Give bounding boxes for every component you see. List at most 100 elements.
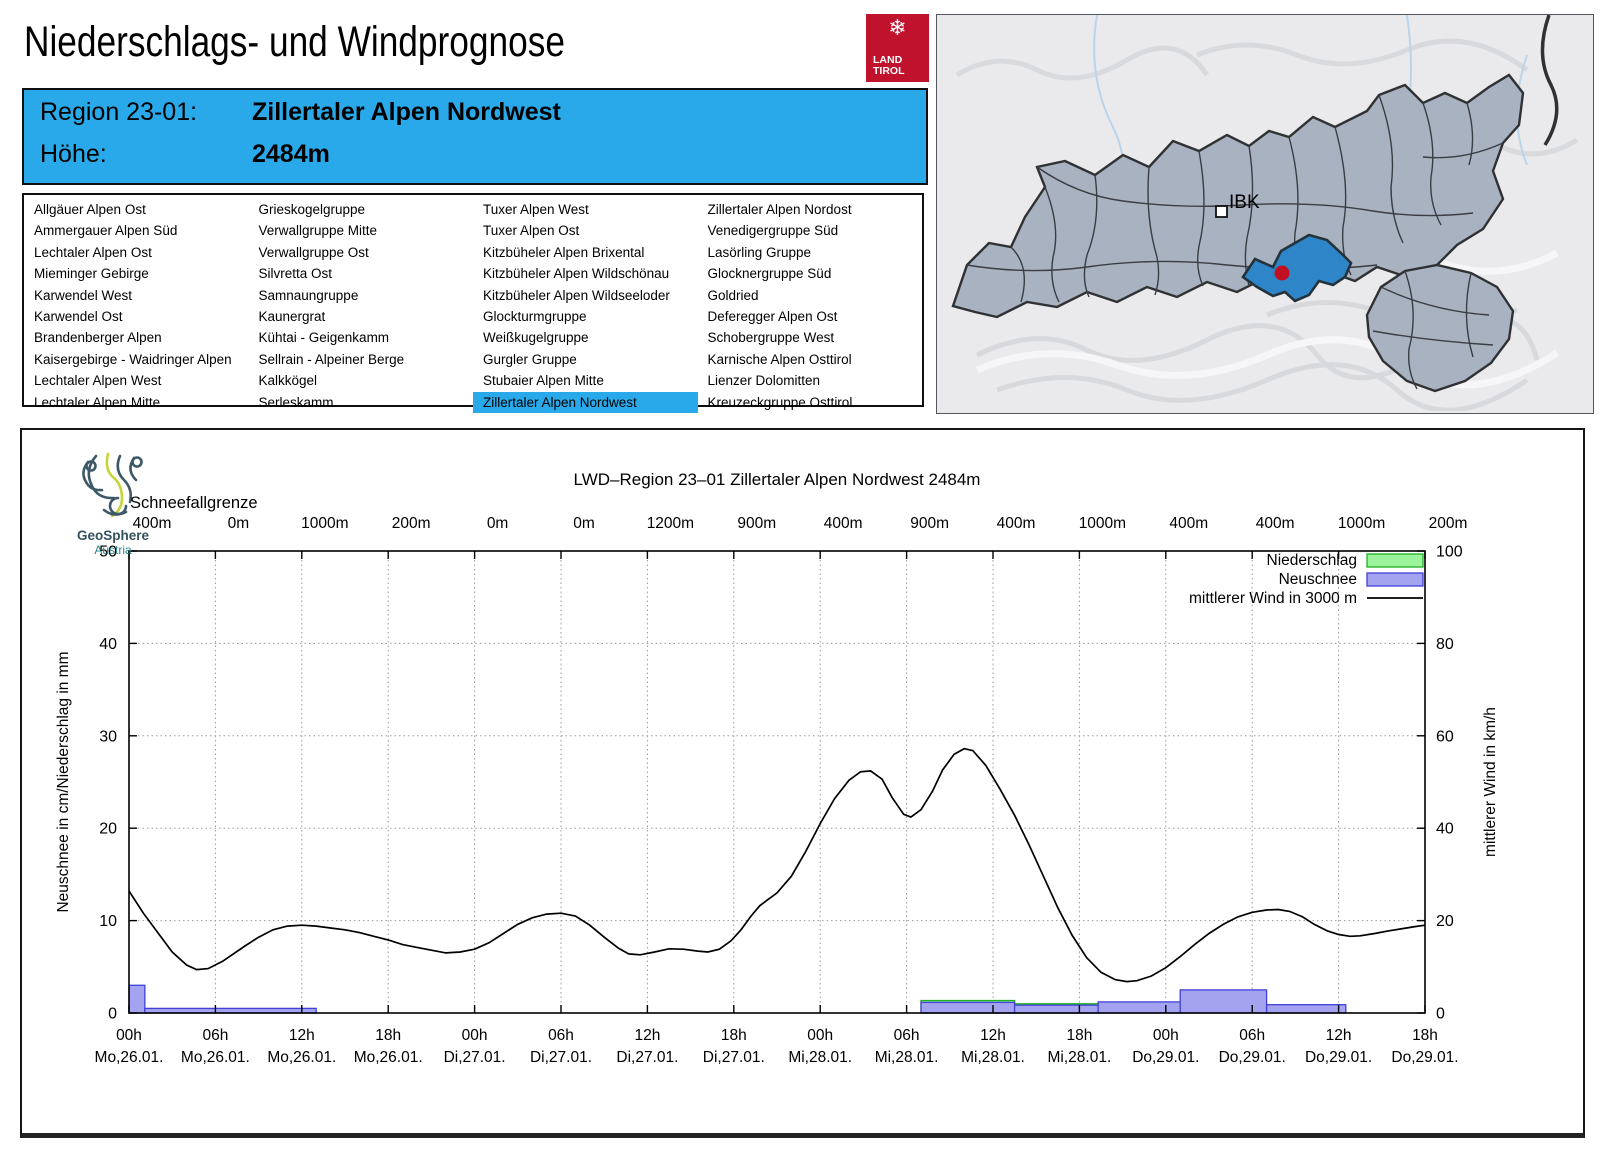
snowline-value: 400m bbox=[997, 515, 1036, 532]
region-list-item[interactable]: Kalkkögel bbox=[258, 373, 318, 389]
snowline-value: 0m bbox=[487, 515, 509, 532]
y-tick-left-label: 30 bbox=[99, 728, 117, 745]
region-list-item[interactable]: Kaisergebirge - Waidringer Alpen bbox=[34, 351, 232, 367]
y-tick-left-label: 40 bbox=[99, 636, 117, 653]
region-list-item[interactable]: Venedigergruppe Süd bbox=[707, 223, 839, 239]
hoehe-value: 2484m bbox=[252, 140, 330, 168]
x-tick-date-label: Di,27.01. bbox=[530, 1049, 592, 1066]
region-list-column: Grieskogelgruppe Verwallgruppe Mitte Verwa… bbox=[249, 199, 474, 410]
snowline-value: 200m bbox=[392, 515, 431, 532]
y-tick-right-label: 20 bbox=[1436, 913, 1454, 930]
right-axis-title: mittlerer Wind in km/h bbox=[1482, 707, 1499, 857]
region-list-item[interactable]: Verwallgruppe Mitte bbox=[258, 223, 378, 239]
x-tick-date-label: Mi,28.01. bbox=[1048, 1049, 1112, 1066]
neuschnee-bar bbox=[1265, 1004, 1347, 1014]
region-list-item[interactable]: Verwallgruppe Ost bbox=[258, 244, 369, 260]
region-list-column: Tuxer Alpen West Tuxer Alpen Ost Kitzbühel… bbox=[473, 199, 698, 413]
x-tick-date-label: Mi,28.01. bbox=[961, 1049, 1025, 1066]
selected-region-shape[interactable] bbox=[1241, 233, 1353, 303]
x-tick-date-label: Mo,26.01. bbox=[95, 1049, 164, 1066]
y-tick-right-label: 40 bbox=[1436, 821, 1454, 838]
snowline-value: 1000m bbox=[301, 515, 348, 532]
x-tick-time-label: 00h bbox=[807, 1027, 833, 1044]
region-list-item[interactable]: Lienzer Dolomitten bbox=[707, 373, 821, 389]
region-list-item[interactable]: Goldried bbox=[707, 287, 759, 303]
region-list-item[interactable]: Deferegger Alpen Ost bbox=[707, 308, 838, 324]
neuschnee-bar bbox=[1179, 989, 1268, 1014]
region-list-item[interactable]: Kreuzeckgruppe Osttirol bbox=[707, 394, 853, 410]
snowline-value: 1000m bbox=[1079, 515, 1126, 532]
region-list-item[interactable]: Lechtaler Alpen Ost bbox=[34, 244, 152, 260]
x-tick-time-label: 12h bbox=[634, 1027, 660, 1044]
region-list-item[interactable]: Tuxer Alpen West bbox=[483, 202, 589, 217]
region-list-item[interactable]: Kaunergrat bbox=[258, 308, 326, 324]
x-tick-time-label: 06h bbox=[548, 1027, 574, 1044]
region-list-item[interactable]: Gurgler Gruppe bbox=[483, 351, 577, 367]
snowline-value: 400m bbox=[1256, 515, 1295, 532]
region-list-item[interactable]: Serleskamm bbox=[258, 394, 334, 410]
legend-swatch bbox=[1366, 572, 1424, 587]
x-tick-date-label: Mi,28.01. bbox=[788, 1049, 852, 1066]
logo-line2: TIROL bbox=[873, 65, 905, 77]
region-list-item[interactable]: Karwendel West bbox=[34, 287, 133, 303]
region-list-item[interactable]: Zillertaler Alpen Nordost bbox=[707, 202, 852, 217]
region-list-item[interactable]: Mieminger Gebirge bbox=[34, 266, 149, 282]
x-tick-time-label: 18h bbox=[1066, 1027, 1092, 1044]
y-tick-right-label: 60 bbox=[1436, 728, 1454, 745]
snowline-value: 900m bbox=[737, 515, 776, 532]
region-list-item[interactable]: Kitzbüheler Alpen Wildschönau bbox=[483, 266, 670, 282]
x-tick-time-label: 12h bbox=[289, 1027, 315, 1044]
page-title: Niederschlags- und Windprognose bbox=[24, 18, 565, 66]
neuschnee-bar bbox=[1013, 1004, 1099, 1014]
region-list-item[interactable]: Kitzbüheler Alpen Wildseeloder bbox=[483, 287, 670, 303]
x-tick-date-label: Mo,26.01. bbox=[267, 1049, 336, 1066]
x-tick-time-label: 06h bbox=[894, 1027, 920, 1044]
region-list-item[interactable]: Lasörling Gruppe bbox=[707, 244, 812, 260]
snowline-value: 0m bbox=[573, 515, 595, 532]
region-list-item[interactable]: Lechtaler Alpen West bbox=[34, 373, 162, 389]
region-list-item[interactable]: Ammergauer Alpen Süd bbox=[34, 223, 178, 239]
land-tirol-logo-text: LAND TIROL bbox=[873, 55, 905, 77]
forecast-plot: 00h Mo,26.01. 06h Mo,26.01. 12h Mo,26.01. 18h M… bbox=[55, 515, 1499, 1066]
region-list-item[interactable]: Sellrain - Alpeiner Berge bbox=[258, 351, 405, 367]
hoehe-label: Höhe: bbox=[40, 140, 107, 168]
region-list-item[interactable]: Karwendel Ost bbox=[34, 308, 123, 324]
tirol-overview-map: IBK bbox=[936, 14, 1594, 414]
region-list-item-selected[interactable]: Zillertaler Alpen Nordwest bbox=[473, 391, 698, 413]
region-list-item[interactable]: Allgäuer Alpen Ost bbox=[34, 202, 146, 217]
snowline-value: 400m bbox=[1169, 515, 1208, 532]
region-list-item[interactable]: Kitzbüheler Alpen Brixental bbox=[483, 244, 645, 260]
x-tick-date-label: Do,29.01. bbox=[1132, 1049, 1199, 1066]
snowline-value: 1000m bbox=[1338, 515, 1385, 532]
region-list-item[interactable]: Lechtaler Alpen Mitte bbox=[34, 394, 161, 410]
region-list-item[interactable]: Weißkugelgruppe bbox=[483, 330, 589, 346]
region-list-item[interactable]: Stubaier Alpen Mitte bbox=[483, 373, 604, 389]
x-tick-date-label: Do,29.01. bbox=[1219, 1049, 1286, 1066]
region-value: Zillertaler Alpen Nordwest bbox=[252, 98, 561, 126]
neuschnee-bar bbox=[920, 1001, 1016, 1014]
region-list-item[interactable]: Schobergruppe West bbox=[707, 330, 835, 346]
left-axis-title: Neuschnee in cm/Niederschlag in mm bbox=[55, 651, 72, 912]
region-list-item[interactable]: Brandenberger Alpen bbox=[34, 330, 162, 346]
x-tick-date-label: Di,27.01. bbox=[444, 1049, 506, 1066]
snowline-value: 0m bbox=[228, 515, 250, 532]
x-tick-date-label: Do,29.01. bbox=[1391, 1049, 1458, 1066]
ibk-label: IBK bbox=[1229, 192, 1260, 213]
plot-border bbox=[128, 550, 1426, 1014]
east-tirol-borders bbox=[1372, 270, 1494, 390]
logo-line1: LAND bbox=[873, 54, 903, 66]
region-list-item[interactable]: Silvretta Ost bbox=[258, 266, 333, 282]
x-tick-time-label: 06h bbox=[1239, 1027, 1265, 1044]
x-tick-date-label: Mo,26.01. bbox=[354, 1049, 423, 1066]
region-list-item[interactable]: Grieskogelgruppe bbox=[258, 202, 366, 217]
x-tick-date-label: Mi,28.01. bbox=[875, 1049, 939, 1066]
geosphere-sub: Austria bbox=[94, 543, 132, 557]
region-list-item[interactable]: Kühtai - Geigenkamm bbox=[258, 330, 390, 346]
chart-title: LWD–Region 23–01 Zillertaler Alpen Nordw… bbox=[573, 470, 981, 489]
region-list-item[interactable]: Karnische Alpen Osttirol bbox=[707, 351, 852, 367]
region-list-item[interactable]: Tuxer Alpen Ost bbox=[483, 223, 580, 239]
region-list-item[interactable]: Glockturmgruppe bbox=[483, 308, 587, 324]
region-list-item[interactable]: Glocknergruppe Süd bbox=[707, 266, 832, 282]
region-list-item[interactable]: Samnaungruppe bbox=[258, 287, 359, 303]
